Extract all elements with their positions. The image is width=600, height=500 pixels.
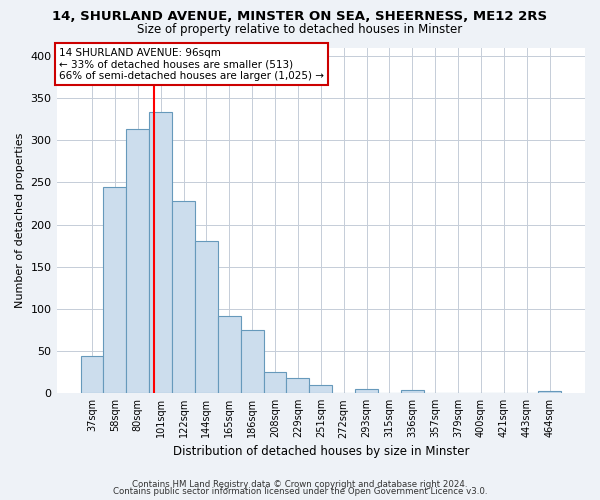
Bar [286, 378, 310, 393]
Bar [218, 316, 241, 393]
Bar [263, 372, 286, 393]
Text: 14, SHURLAND AVENUE, MINSTER ON SEA, SHEERNESS, ME12 2RS: 14, SHURLAND AVENUE, MINSTER ON SEA, SHE… [52, 10, 548, 23]
Bar [241, 330, 263, 393]
Bar [80, 356, 103, 393]
Y-axis label: Number of detached properties: Number of detached properties [15, 132, 25, 308]
Text: 14 SHURLAND AVENUE: 96sqm
← 33% of detached houses are smaller (513)
66% of semi: 14 SHURLAND AVENUE: 96sqm ← 33% of detac… [59, 48, 324, 80]
Bar [401, 390, 424, 393]
Text: Contains HM Land Registry data © Crown copyright and database right 2024.: Contains HM Land Registry data © Crown c… [132, 480, 468, 489]
Bar [127, 130, 149, 393]
Text: Contains public sector information licensed under the Open Government Licence v3: Contains public sector information licen… [113, 487, 487, 496]
Bar [103, 186, 127, 393]
Bar [355, 389, 378, 393]
Bar [195, 242, 218, 393]
Bar [149, 112, 172, 393]
Text: Size of property relative to detached houses in Minster: Size of property relative to detached ho… [137, 22, 463, 36]
Bar [172, 201, 195, 393]
Bar [538, 390, 561, 393]
Bar [310, 385, 332, 393]
X-axis label: Distribution of detached houses by size in Minster: Distribution of detached houses by size … [173, 444, 469, 458]
